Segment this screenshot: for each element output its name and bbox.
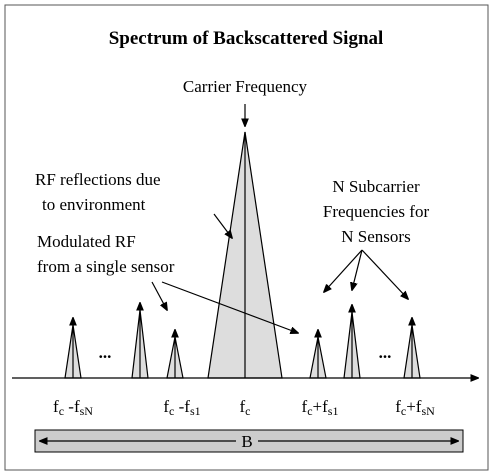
axis-label: fc -fsN (53, 397, 93, 418)
label-bg (236, 432, 258, 450)
subcarrier-label: Frequencies for (323, 202, 430, 221)
pointer-arrow (161, 281, 298, 333)
reflections-label: RF reflections due (35, 170, 161, 189)
axis-label: fc+fs1 (302, 397, 339, 418)
axis-label: fc+fsN (395, 397, 435, 418)
pointer-arrow (213, 213, 232, 238)
pointer-arrow (361, 249, 408, 299)
title: Spectrum of Backscattered Signal (109, 28, 384, 49)
bandwidth-label: B (241, 432, 252, 451)
modulated-label: Modulated RF (37, 232, 136, 251)
modulated-label: from a single sensor (37, 257, 175, 276)
ellipsis: ... (99, 343, 112, 362)
ellipsis: ... (379, 343, 392, 362)
carrier-label: Carrier Frequency (183, 77, 308, 96)
axis-label: fc (240, 397, 251, 418)
pointer-arrow (352, 249, 363, 290)
subcarrier-peaks (64, 303, 421, 379)
pointer-arrow (151, 281, 167, 310)
reflections-label: to environment (42, 195, 146, 214)
axis-label: fc -fs1 (163, 397, 200, 418)
subcarrier-label: N Subcarrier (332, 177, 420, 196)
pointer-arrow (324, 249, 363, 292)
subcarrier-label: N Sensors (341, 227, 410, 246)
